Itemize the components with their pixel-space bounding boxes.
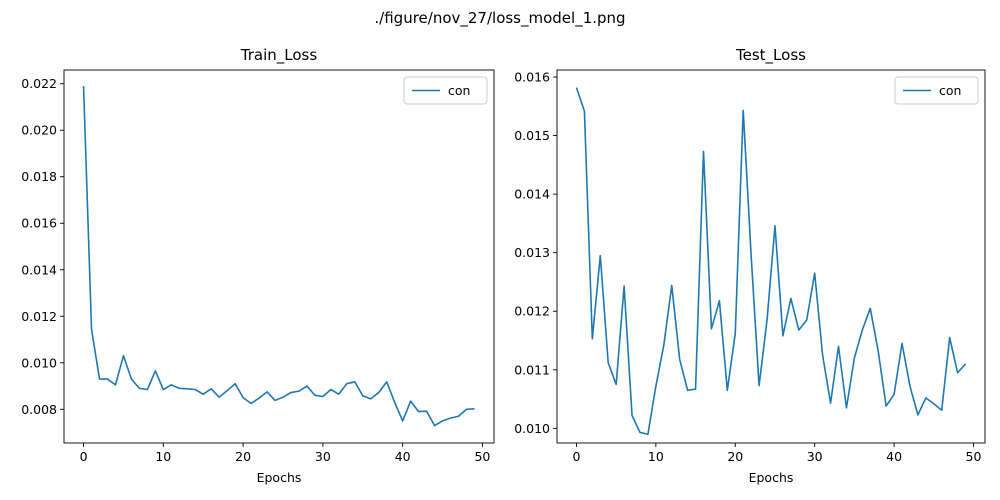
figure-suptitle: ./figure/nov_27/loss_model_1.png [374,9,625,28]
x-tick-label: 40 [395,449,411,464]
x-tick-label: 10 [648,449,664,464]
y-tick-label: 0.010 [21,355,57,370]
axes-frame [556,69,986,444]
x-tick-label: 10 [155,449,171,464]
subplot-train-loss: Train_Loss 0 10 20 30 40 50 0.008 0.010 0.012 0.01… [21,46,495,485]
legend-box [894,76,979,105]
x-tick-label: 50 [966,449,982,464]
x-axis-label: Epochs [749,470,794,485]
y-tick-label: 0.015 [514,128,550,143]
axes-frame [63,69,495,444]
y-tick-label: 0.014 [21,262,57,277]
legend-label: con [939,83,961,98]
axes-title: Train_Loss [240,46,318,65]
series-line-con [575,87,967,436]
y-tick-label: 0.018 [21,169,57,184]
x-tick-label: 30 [315,449,331,464]
subplot-test-loss: Test_Loss 0 10 20 30 40 50 0.010 0.011 0.012 0.013… [514,46,986,485]
y-tick-label: 0.012 [21,309,57,324]
x-tick-label: 30 [807,449,823,464]
axes-title: Test_Loss [735,46,806,65]
y-tick-label: 0.012 [514,304,550,319]
legend: con [894,76,979,105]
legend-box [403,76,488,105]
x-tick-label: 20 [727,449,743,464]
x-tick-label: 0 [572,449,580,464]
y-tick-label: 0.016 [514,70,550,85]
x-tick-label: 40 [886,449,902,464]
y-tick-label: 0.014 [514,187,550,202]
y-tick-label: 0.013 [514,245,550,260]
series-line-con [82,86,475,427]
y-tick-label: 0.022 [21,76,57,91]
x-axis-label: Epochs [257,470,302,485]
legend-label: con [448,83,470,98]
y-tick-label: 0.020 [21,123,57,138]
y-tick-label: 0.011 [514,362,550,377]
x-tick-label: 50 [474,449,490,464]
y-tick-label: 0.016 [21,216,57,231]
x-tick-label: 20 [235,449,251,464]
legend: con [403,76,488,105]
y-tick-label: 0.010 [514,421,550,436]
y-tick-label: 0.008 [21,402,57,417]
x-tick-label: 0 [80,449,88,464]
